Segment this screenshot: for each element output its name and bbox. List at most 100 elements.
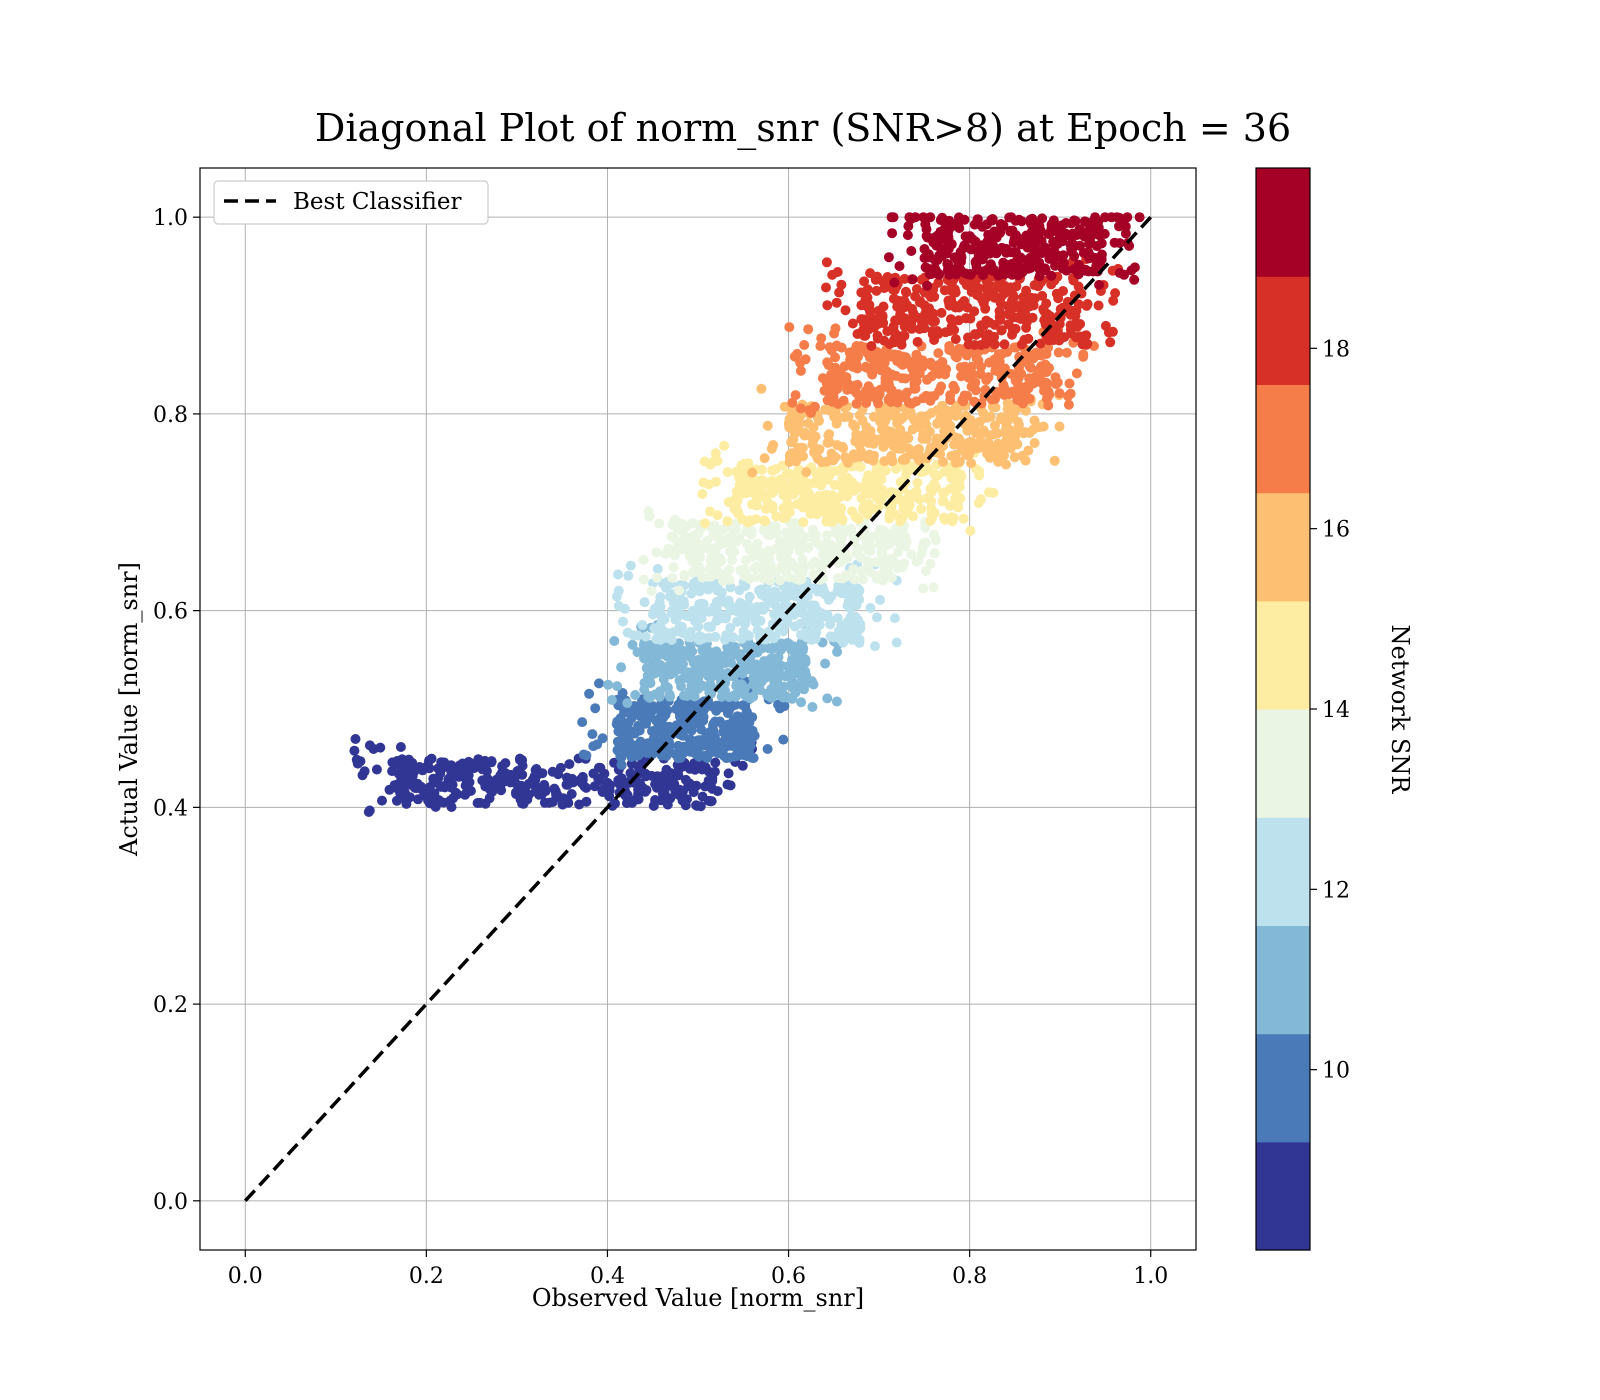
scatter-point [1034, 220, 1045, 231]
scatter-point [451, 765, 461, 776]
scatter-point [821, 530, 832, 541]
scatter-point [929, 530, 940, 541]
scatter-point [553, 769, 564, 780]
scatter-point [808, 679, 819, 690]
scatter-point [485, 784, 496, 795]
scatter-point [1065, 388, 1076, 399]
scatter-point [667, 573, 678, 583]
scatter-point [637, 620, 648, 630]
scatter-point [1096, 254, 1107, 265]
scatter-point [848, 564, 859, 575]
scatter-point [725, 738, 736, 749]
scatter-point [832, 646, 843, 657]
scatter-point [942, 415, 952, 426]
scatter-point [896, 339, 907, 350]
scatter-point [635, 778, 646, 789]
scatter-point [925, 558, 936, 569]
scatter-point [906, 246, 917, 256]
scatter-point [567, 773, 578, 784]
plot-frame [199, 167, 1197, 1251]
scatter-point [415, 781, 426, 792]
scatter-point [999, 288, 1009, 299]
scatter-point [1105, 337, 1116, 348]
scatter-point [822, 300, 833, 311]
scatter-point [384, 784, 395, 795]
scatter-point [888, 293, 899, 304]
x-tick-label: 0.0 [228, 1264, 263, 1289]
scatter-point [752, 647, 763, 658]
scatter-point [984, 317, 995, 328]
scatter-point [349, 745, 360, 756]
scatter-point [762, 497, 773, 508]
scatter-point [917, 433, 928, 444]
scatter-point [840, 625, 851, 636]
scatter-point [656, 795, 667, 806]
scatter-point [974, 416, 985, 427]
scatter-point [994, 306, 1005, 317]
y-tick-label: 0.8 [153, 403, 188, 428]
scatter-point [890, 408, 900, 419]
scatter-point [836, 342, 847, 353]
scatter-point [903, 358, 913, 369]
scatter-point [1054, 421, 1065, 432]
scatter-point [916, 504, 927, 514]
scatter-point [847, 506, 857, 517]
scatter-point [623, 570, 634, 581]
scatter-point [725, 622, 736, 633]
scatter-point [950, 432, 961, 443]
scatter-point [664, 591, 675, 602]
scatter-point [822, 437, 833, 448]
scatter-point [997, 348, 1008, 359]
scatter-point [807, 559, 818, 570]
scatter-point [821, 257, 832, 268]
scatter-point [626, 752, 637, 762]
scatter-point [741, 751, 752, 762]
scatter-point [1061, 265, 1072, 276]
scatter-point [939, 285, 950, 296]
scatter-point [537, 768, 548, 779]
scatter-point [758, 515, 769, 526]
scatter-point [691, 800, 702, 811]
colorbar-tick-label: 18 [1322, 337, 1350, 362]
scatter-point [889, 277, 900, 288]
x-tick-label: 1.0 [1133, 1264, 1168, 1289]
scatter-point [1037, 290, 1048, 301]
scatter-point [661, 548, 672, 559]
scatter-point [675, 752, 686, 763]
scatter-point [549, 783, 560, 794]
y-axis-ticks: 0.0 0.2 0.4 0.6 0.8 1.0 [153, 206, 200, 1215]
colorbar-band [1256, 1033, 1310, 1143]
scatter-point [1000, 424, 1011, 435]
scatter-point [953, 343, 964, 354]
scatter-point [1038, 421, 1049, 432]
scatter-point [639, 684, 650, 695]
scatter-point [758, 604, 769, 615]
scatter-point [1021, 381, 1032, 392]
scatter-point [759, 477, 770, 488]
scatter-point [847, 318, 858, 329]
scatter-point [1085, 237, 1096, 248]
scatter-point [711, 705, 722, 716]
scatter-point [592, 739, 603, 750]
scatter-point [880, 373, 891, 384]
scatter-point [613, 726, 624, 737]
scatter-point [703, 671, 714, 682]
scatter-point [948, 512, 959, 523]
scatter-point [983, 229, 994, 240]
scatter-point [854, 638, 865, 648]
scatter-point [911, 556, 922, 567]
scatter-point [920, 412, 931, 423]
scatter-point [763, 574, 774, 585]
scatter-point [652, 572, 662, 583]
scatter-point [783, 590, 794, 601]
scatter-point [825, 465, 836, 476]
scatter-point [797, 564, 808, 575]
scatter-point [1046, 270, 1057, 281]
scatter-point [517, 755, 528, 766]
scatter-point [919, 253, 930, 263]
scatter-point [825, 377, 835, 388]
scatter-point [352, 758, 363, 769]
scatter-point [901, 536, 912, 547]
scatter-point [936, 251, 947, 262]
scatter-point [918, 212, 929, 223]
